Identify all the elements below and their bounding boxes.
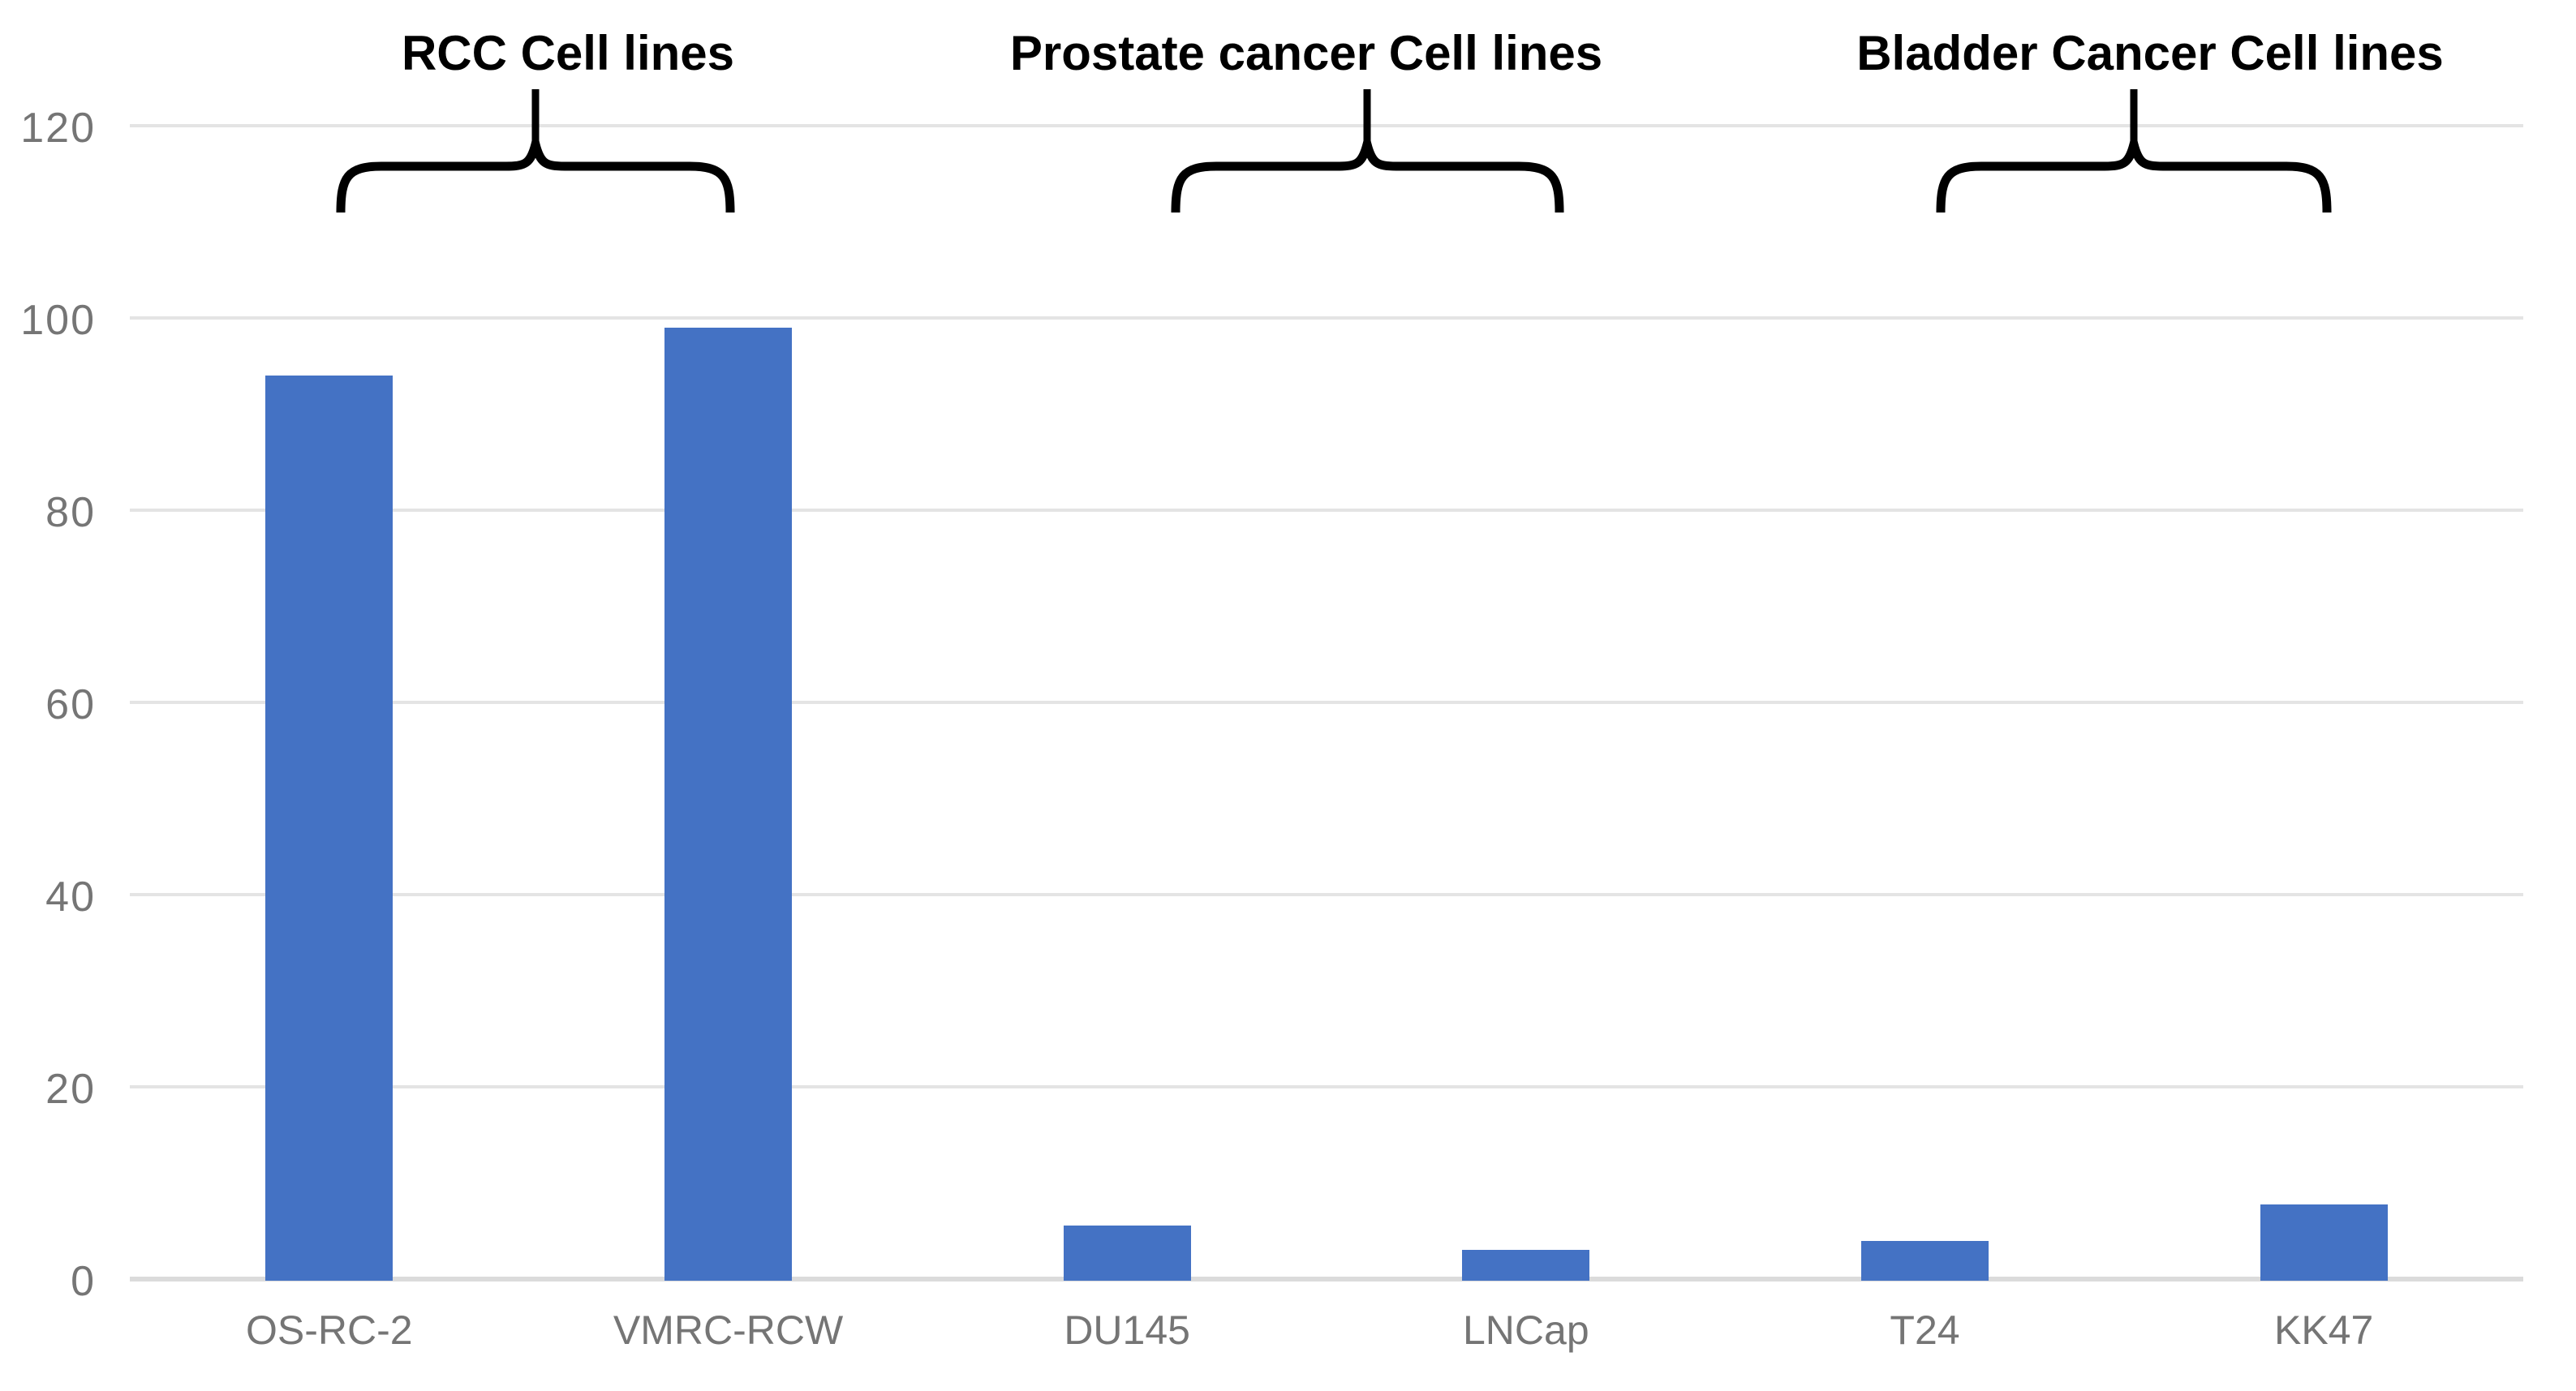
bar-os-rc-2: [265, 376, 393, 1281]
y-axis-tick-label: 20: [45, 1066, 96, 1113]
gridline: [130, 1085, 2523, 1088]
x-axis-label: DU145: [1064, 1307, 1190, 1353]
y-axis-tick-label: 120: [20, 105, 96, 152]
y-axis-tick-label: 40: [45, 874, 96, 921]
gridline: [130, 509, 2523, 512]
gridline: [130, 124, 2523, 127]
group-title: RCC Cell lines: [401, 26, 735, 80]
x-axis-label: KK47: [2273, 1307, 2374, 1353]
group-title: Prostate cancer Cell lines: [1009, 26, 1603, 80]
x-axis-label: VMRC-RCW: [613, 1307, 844, 1353]
y-axis-tick-label: 60: [45, 681, 96, 728]
bar-t24: [1861, 1240, 1989, 1281]
bar-kk47: [2260, 1204, 2388, 1281]
x-axis-label: T24: [1890, 1307, 1960, 1353]
y-axis-tick-label: 0: [71, 1258, 96, 1305]
bar-du145: [1063, 1225, 1191, 1281]
bar-lncap: [1462, 1250, 1590, 1281]
bar-vmrc-rcw: [664, 327, 792, 1281]
y-axis-tick-label: 100: [20, 297, 96, 344]
gridline: [130, 316, 2523, 320]
x-axis-label: OS-RC-2: [246, 1307, 413, 1353]
x-axis-label: LNCap: [1463, 1307, 1589, 1353]
gridline: [130, 701, 2523, 704]
y-axis-tick-label: 80: [45, 489, 96, 536]
group-title: Bladder Cancer Cell lines: [1856, 26, 2444, 80]
gridline: [130, 893, 2523, 896]
x-axis-line: [130, 1277, 2523, 1282]
